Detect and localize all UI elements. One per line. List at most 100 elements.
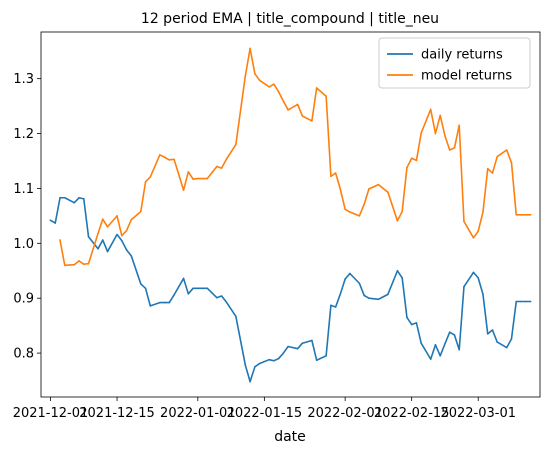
data-point bbox=[106, 226, 109, 228]
data-point bbox=[349, 211, 351, 213]
data-point bbox=[406, 166, 408, 169]
data-point bbox=[434, 344, 437, 346]
data-point bbox=[206, 177, 209, 180]
data-point bbox=[220, 167, 223, 169]
data-point bbox=[344, 278, 346, 280]
data-point bbox=[510, 161, 513, 164]
data-point bbox=[54, 222, 57, 224]
data-point bbox=[429, 358, 432, 360]
data-point bbox=[368, 188, 370, 190]
data-point bbox=[401, 210, 403, 213]
data-point bbox=[477, 277, 480, 279]
data-point bbox=[106, 250, 109, 253]
data-point bbox=[116, 233, 118, 236]
data-point bbox=[173, 294, 175, 296]
y-tick-label: 1.0 bbox=[13, 237, 34, 252]
data-point bbox=[301, 115, 304, 117]
data-point bbox=[249, 380, 251, 383]
data-point bbox=[235, 143, 237, 146]
data-point bbox=[159, 301, 161, 304]
data-point bbox=[396, 269, 399, 272]
data-point bbox=[368, 297, 370, 300]
data-point bbox=[192, 178, 194, 180]
legend-label-1: daily returns bbox=[421, 48, 503, 63]
data-point bbox=[330, 304, 332, 307]
x-tick-label: 2021-12-15 bbox=[79, 406, 155, 421]
data-point bbox=[168, 159, 171, 161]
x-tick-label: 2021-12-01 bbox=[13, 406, 89, 421]
data-point bbox=[87, 262, 90, 265]
x-tick-label: 2022-02-01 bbox=[307, 406, 383, 421]
data-point bbox=[363, 294, 365, 297]
data-point bbox=[377, 183, 380, 186]
data-point bbox=[187, 293, 190, 295]
data-point bbox=[206, 287, 209, 290]
data-point bbox=[315, 359, 318, 362]
data-point bbox=[120, 234, 123, 237]
data-point bbox=[529, 300, 532, 303]
data-point bbox=[491, 172, 494, 174]
data-point bbox=[339, 293, 342, 295]
data-point bbox=[505, 346, 508, 349]
data-point bbox=[225, 158, 228, 161]
data-point bbox=[453, 334, 456, 336]
data-point bbox=[273, 83, 275, 85]
data-point bbox=[268, 358, 270, 361]
data-point bbox=[482, 211, 484, 213]
data-point bbox=[220, 295, 223, 297]
data-point bbox=[334, 306, 337, 308]
data-point bbox=[453, 147, 456, 149]
data-point bbox=[120, 239, 123, 242]
data-point bbox=[515, 213, 518, 216]
y-tick-label: 0.9 bbox=[13, 292, 34, 307]
data-point bbox=[420, 132, 422, 134]
data-point bbox=[401, 277, 403, 279]
data-point bbox=[410, 323, 413, 326]
y-tick-label: 1.3 bbox=[13, 72, 34, 87]
data-point bbox=[254, 366, 256, 368]
data-point bbox=[97, 248, 99, 250]
data-point bbox=[448, 149, 451, 151]
data-point bbox=[163, 156, 166, 158]
plot-frame bbox=[40, 31, 541, 398]
data-point bbox=[396, 220, 399, 222]
data-point bbox=[73, 201, 76, 204]
data-point bbox=[358, 215, 361, 217]
data-point bbox=[458, 124, 461, 127]
data-point bbox=[311, 339, 313, 342]
data-point bbox=[349, 272, 351, 275]
data-point bbox=[87, 235, 90, 238]
data-point bbox=[130, 218, 133, 221]
data-point bbox=[472, 271, 475, 274]
data-point bbox=[486, 333, 489, 335]
data-point bbox=[344, 208, 346, 211]
data-point bbox=[78, 196, 80, 199]
data-point bbox=[482, 293, 484, 296]
data-point bbox=[168, 301, 171, 304]
data-point bbox=[334, 172, 337, 174]
data-point bbox=[282, 352, 285, 354]
data-point bbox=[325, 95, 327, 98]
data-point bbox=[444, 134, 446, 137]
data-point bbox=[82, 198, 85, 200]
data-point bbox=[496, 155, 499, 158]
data-point bbox=[173, 158, 175, 161]
data-point bbox=[125, 249, 128, 251]
data-point bbox=[216, 165, 218, 168]
data-point bbox=[505, 149, 508, 151]
data-point bbox=[287, 345, 289, 348]
data-point bbox=[163, 301, 166, 304]
data-point bbox=[315, 87, 318, 89]
data-point bbox=[73, 263, 76, 266]
data-point bbox=[496, 341, 499, 343]
legend-box bbox=[378, 37, 531, 89]
data-point bbox=[287, 109, 289, 111]
data-point bbox=[477, 230, 480, 233]
data-point bbox=[301, 342, 304, 345]
data-point bbox=[130, 255, 133, 257]
data-point bbox=[358, 282, 361, 285]
data-point bbox=[486, 167, 489, 170]
data-point bbox=[463, 220, 465, 223]
data-point bbox=[472, 237, 475, 239]
